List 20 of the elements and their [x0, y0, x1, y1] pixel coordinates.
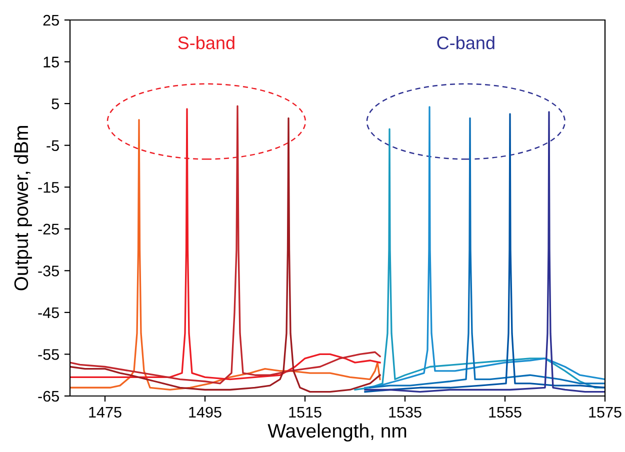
- x-tick-label: 1575: [589, 406, 622, 418]
- x-tick-label: 1555: [489, 406, 522, 418]
- y-tick-label: -45: [38, 307, 59, 318]
- y-tick-label: 5: [52, 98, 59, 110]
- y-tick-label: -5: [46, 140, 59, 152]
- x-tick-label: 1535: [389, 406, 422, 418]
- y-tick-label: -15: [38, 182, 59, 193]
- y-axis-title: Output power, dBm: [14, 126, 32, 290]
- annotation: S-band: [178, 36, 234, 50]
- y-tick-label: -35: [38, 266, 59, 276]
- x-tick-label: 1475: [89, 406, 122, 418]
- x-tick-label: 1515: [289, 406, 322, 418]
- x-tick-label: 1495: [189, 406, 222, 418]
- y-tick-label: -65: [38, 390, 59, 402]
- y-tick-label: 15: [44, 56, 59, 68]
- y-tick-label: 25: [43, 14, 59, 26]
- x-axis-title: Wavelength, nm: [268, 423, 406, 442]
- y-tick-label: -55: [38, 349, 59, 360]
- y-tick-label: -25: [38, 224, 59, 235]
- annotation: C-band: [437, 36, 494, 50]
